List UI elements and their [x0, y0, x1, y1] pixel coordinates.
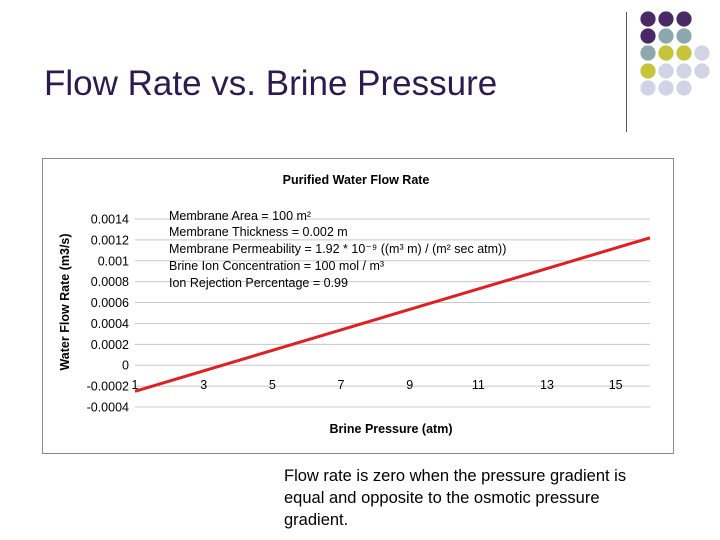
x-tick-label: 11	[472, 378, 485, 392]
annotation-line: Membrane Thickness = 0.002 m	[169, 225, 348, 239]
decorative-dot	[676, 63, 692, 79]
caption-line: gradient.	[284, 511, 349, 529]
title-divider	[626, 12, 627, 132]
decorative-dot	[694, 63, 710, 79]
decorative-dot	[640, 45, 656, 61]
decorative-dot	[658, 80, 674, 96]
chart-annotation: Membrane Area = 100 m² Membrane Thicknes…	[169, 209, 506, 290]
decorative-dot	[676, 28, 692, 44]
caption-line: equal and opposite to the osmotic pressu…	[284, 489, 600, 507]
decorative-dot	[640, 11, 656, 27]
x-tick-label: 1	[132, 378, 139, 392]
annotation-line: Membrane Permeability = 1.92 * 10⁻⁹ ((m³…	[169, 242, 506, 256]
decorative-dot	[658, 28, 674, 44]
x-tick-label: 15	[609, 378, 623, 392]
x-axis-label: Brine Pressure (atm)	[330, 422, 453, 436]
slide-caption: Flow rate is zero when the pressure grad…	[284, 465, 684, 531]
y-tick-label: 0.0008	[91, 275, 129, 289]
y-axis-label: Water Flow Rate (m3/s)	[58, 233, 72, 370]
decorative-dot	[676, 45, 692, 61]
decorative-dot	[640, 80, 656, 96]
series-line	[134, 236, 651, 393]
x-tick-label: 7	[338, 378, 345, 392]
annotation-line: Brine Ion Concentration = 100 mol / m³	[169, 259, 384, 273]
y-tick-label: 0.0012	[91, 233, 129, 247]
slide-title: Flow Rate vs. Brine Pressure	[44, 64, 498, 103]
decorative-dot	[658, 45, 674, 61]
y-tick-label: 0.0014	[91, 213, 129, 227]
x-tick-label: 3	[200, 378, 207, 392]
chart-frame: Purified Water Flow Rate Brine Pressure …	[42, 158, 674, 454]
x-tick-label: 5	[269, 378, 276, 392]
y-tick-label: 0.0006	[91, 296, 129, 310]
y-tick-label: -0.0004	[87, 401, 129, 415]
annotation-line: Membrane Area = 100 m²	[169, 209, 311, 223]
decorative-dot	[676, 80, 692, 96]
flow-rate-chart: Purified Water Flow Rate Brine Pressure …	[58, 173, 651, 436]
x-tick-label: 9	[406, 378, 413, 392]
y-tick-label: 0.001	[98, 254, 129, 268]
decorative-dot	[694, 45, 710, 61]
decorative-dot-grid	[640, 11, 710, 96]
decorative-dot	[640, 28, 656, 44]
decorative-dot	[658, 63, 674, 79]
decorative-dot	[640, 63, 656, 79]
y-tick-label: 0.0004	[91, 317, 129, 331]
y-tick-label: 0.0002	[91, 338, 129, 352]
caption-line: Flow rate is zero when the pressure grad…	[284, 467, 627, 485]
y-tick-label: -0.0002	[87, 380, 129, 394]
annotation-line: Ion Rejection Percentage = 0.99	[169, 276, 348, 290]
x-tick-label: 13	[540, 378, 554, 392]
decorative-dot	[658, 11, 674, 27]
decorative-dot	[676, 11, 692, 27]
chart-title: Purified Water Flow Rate	[283, 173, 430, 187]
y-tick-label: 0	[122, 359, 129, 373]
